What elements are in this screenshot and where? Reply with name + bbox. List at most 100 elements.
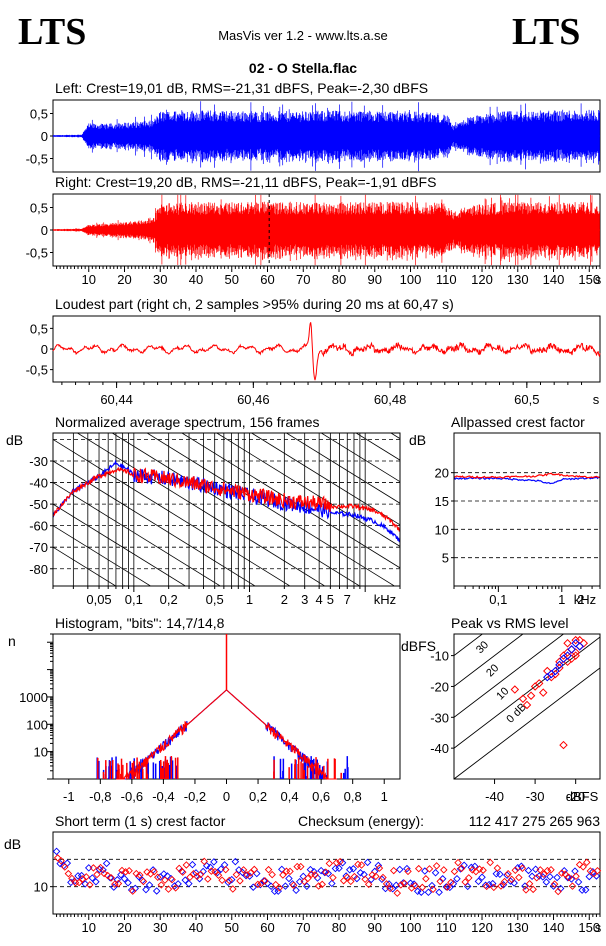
crest-point <box>199 867 207 876</box>
grid-slope <box>215 433 400 547</box>
x-tick-label: 120 <box>471 272 493 287</box>
crest-point <box>139 877 148 886</box>
crest-point <box>547 866 555 874</box>
crest-point <box>92 878 100 886</box>
crest-point <box>150 867 158 876</box>
crest-point <box>339 876 348 885</box>
crest-point <box>64 869 73 878</box>
grid-slope <box>181 433 400 569</box>
crest-point <box>435 888 443 897</box>
crest-point <box>393 889 402 897</box>
chart-title: Left: Crest=19,01 dB, RMS=-21,31 dBFS, P… <box>55 80 428 96</box>
crest-point <box>432 862 441 870</box>
crest-point <box>335 864 343 873</box>
x-tick-label: 90 <box>368 920 382 935</box>
crest-point <box>490 883 498 892</box>
crest-point <box>102 859 111 868</box>
right-point <box>534 679 544 688</box>
y-axis-label: n <box>8 633 16 649</box>
grid-slope <box>320 433 400 483</box>
crest-point <box>468 866 477 874</box>
crest-point <box>89 864 98 872</box>
crest-point <box>297 862 305 871</box>
crest-point <box>550 880 559 888</box>
crest-point <box>496 870 504 878</box>
x-tick-label: 60,5 <box>514 392 539 407</box>
plot-frame <box>52 831 601 915</box>
grid-slope <box>146 433 396 586</box>
crest-point <box>429 885 437 893</box>
crest-point <box>175 864 183 873</box>
y-tick-label: 100 <box>26 717 48 732</box>
crest-point <box>275 884 284 892</box>
right-point <box>571 651 580 660</box>
crest-point <box>110 883 118 891</box>
crest-point <box>525 880 534 888</box>
crest-point <box>52 847 61 856</box>
plot-frame <box>52 432 401 587</box>
crest-point <box>350 872 359 881</box>
x-tick-label: 0,4 <box>281 789 299 804</box>
crest-point <box>556 884 565 893</box>
y-tick-label: -0,5 <box>26 246 48 261</box>
grid-slope <box>53 525 152 586</box>
crest-point <box>304 874 312 883</box>
grid-slope <box>53 546 117 586</box>
y-tick-label: 15 <box>435 494 449 509</box>
crest-point <box>404 867 412 876</box>
right-point <box>563 639 572 648</box>
crest-point <box>542 878 551 886</box>
loudest-trace <box>52 322 601 381</box>
crest-point <box>229 885 237 893</box>
y-tick-label: -20 <box>430 679 449 694</box>
logo-right: LTS <box>512 11 580 53</box>
crest-point <box>82 873 90 881</box>
y-tick-label: 20 <box>435 466 449 481</box>
x-tick-label: 0 <box>223 789 230 804</box>
app-title: MasVis ver 1.2 - www.lts.a.se <box>218 28 388 43</box>
crest-point <box>461 878 469 886</box>
y-axis-label: dB <box>409 432 426 448</box>
crest-point <box>368 871 377 879</box>
crest-point <box>332 858 341 867</box>
crest-point <box>168 875 176 884</box>
x-tick-label: 1 <box>246 592 253 607</box>
series-line <box>53 466 400 532</box>
crest-point <box>328 879 336 888</box>
crest-point <box>96 863 105 872</box>
crest-point <box>453 875 461 883</box>
crest-point <box>356 869 365 877</box>
checksum-value: 112 417 275 265 963 <box>469 813 601 829</box>
x-tick-label: 70 <box>296 920 310 935</box>
y-tick-label: -50 <box>29 497 48 512</box>
crest-point <box>389 866 398 875</box>
crest-point <box>120 874 129 883</box>
grid <box>53 433 400 586</box>
crest-point <box>364 880 373 889</box>
crest-point <box>131 884 139 893</box>
grid-slope <box>76 433 326 586</box>
crest-point <box>136 871 144 879</box>
crest-point <box>361 875 369 884</box>
crest-diagonal-label: 10 <box>494 685 511 702</box>
crest-point <box>397 881 405 889</box>
x-unit-label: s <box>595 920 602 935</box>
x-tick-label: 20 <box>117 920 131 935</box>
x-tick-label: 60 <box>260 920 274 935</box>
crest-point <box>581 886 590 894</box>
x-tick-label: 110 <box>436 920 457 935</box>
crest-point <box>152 887 161 895</box>
x-tick-label: 60,46 <box>237 392 270 407</box>
crest-diagonal <box>454 667 600 779</box>
crest-point <box>482 882 491 891</box>
grid-slope <box>111 433 361 586</box>
y-axis-label: dB <box>4 836 21 852</box>
y-tick-label: 5 <box>442 551 449 566</box>
left-point <box>567 645 576 654</box>
x-tick-label: 80 <box>332 272 346 287</box>
crest-point <box>188 860 197 869</box>
crest-point <box>142 885 150 894</box>
crest-point <box>57 857 65 865</box>
crest-point <box>118 866 126 875</box>
crest-point <box>204 875 212 883</box>
